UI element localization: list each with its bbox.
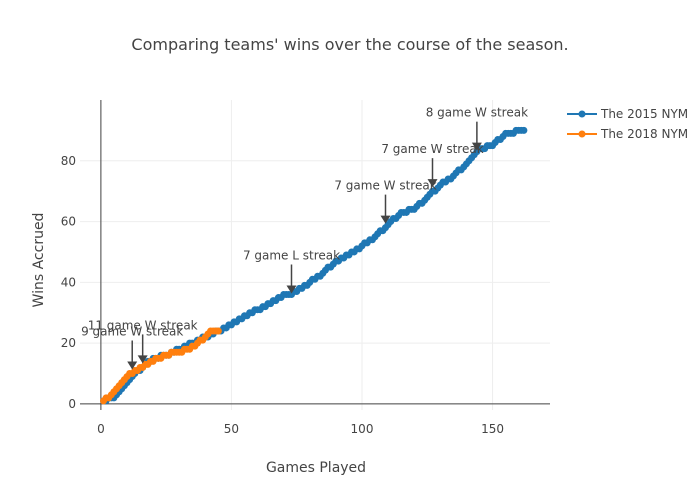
annotation-arrowhead: [427, 179, 438, 188]
legend-swatch-marker: [578, 130, 586, 138]
series-layer: [100, 126, 528, 405]
legend: The 2015 NYM The 2018 NYM: [567, 107, 688, 141]
annotation-arrowhead: [286, 285, 297, 294]
legend-label: The 2018 NYM: [600, 127, 688, 141]
x-tick-label: 0: [97, 422, 105, 436]
annotation-label: 7 game L streak: [243, 249, 340, 263]
y-tick-label: 20: [61, 336, 76, 350]
y-axis-title: Wins Accrued: [31, 213, 47, 308]
x-axis-title: Games Played: [266, 460, 366, 476]
annotation-arrowhead: [471, 142, 482, 151]
annotation-arrowhead: [380, 215, 391, 224]
annotation-label: 9 game W streak: [81, 324, 183, 338]
x-tick-label: 100: [351, 422, 374, 436]
legend-swatch-marker: [578, 110, 586, 118]
annotation-label: 8 game W streak: [426, 106, 528, 120]
y-tick-label: 40: [61, 275, 76, 289]
y-tick-label: 80: [61, 154, 76, 168]
legend-label: The 2015 NYM: [600, 107, 688, 121]
annotation-label: 7 game W streak: [381, 142, 483, 156]
annotation-arrowhead: [137, 355, 148, 364]
series-point-1: [214, 327, 222, 335]
x-tick-label: 150: [481, 422, 504, 436]
series-point-0: [520, 126, 528, 134]
chart-title: Comparing teams' wins over the course of…: [131, 35, 568, 54]
y-tick-label: 60: [61, 215, 76, 229]
annotation-label: 7 game W streak: [334, 179, 436, 193]
x-tick-label: 50: [224, 422, 239, 436]
annotation-label: 11 game W streak: [88, 318, 198, 332]
axes: 0 50 100 150 0 20 40 60 80: [61, 100, 550, 436]
y-tick-label: 0: [68, 397, 76, 411]
annotation-arrowhead: [127, 361, 138, 370]
